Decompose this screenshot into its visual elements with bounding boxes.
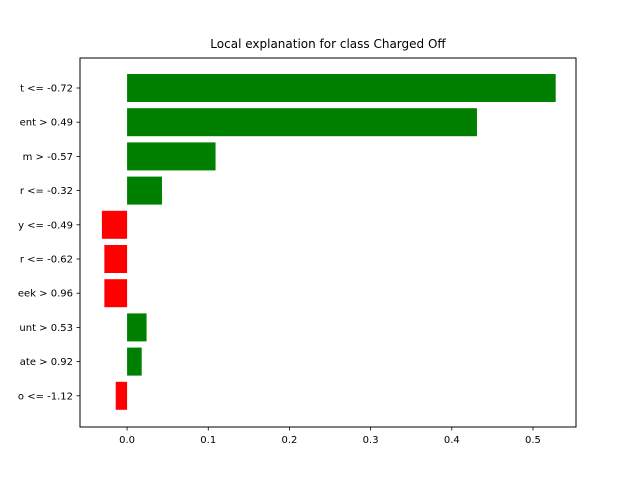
x-axis: 0.0 0.1 0.2 0.3 0.4 0.5 — [119, 427, 541, 446]
bar — [127, 176, 162, 205]
bar — [127, 347, 142, 376]
y-tick-label: ent > 0.49 — [20, 118, 73, 129]
bar — [127, 108, 477, 137]
y-tick-label: ate > 0.92 — [20, 357, 73, 368]
x-tick-label: 0.5 — [525, 435, 541, 446]
y-tick-label: unt > 0.53 — [19, 323, 73, 334]
bar — [101, 210, 128, 239]
y-tick-label: eek > 0.96 — [18, 289, 73, 300]
chart-title: Local explanation for class Charged Off — [210, 37, 446, 51]
x-tick-label: 0.1 — [200, 435, 216, 446]
bar — [104, 245, 128, 273]
y-tick-label: r <= -0.62 — [20, 255, 73, 266]
x-tick-label: 0.4 — [444, 435, 460, 446]
y-tick-label: m > -0.57 — [23, 152, 73, 163]
y-tick-label: r <= -0.32 — [20, 186, 73, 197]
x-tick-label: 0.0 — [119, 435, 135, 446]
bar — [127, 313, 147, 342]
plot-frame — [79, 57, 577, 428]
bar — [104, 279, 128, 308]
bar — [127, 142, 216, 171]
y-tick-label: t <= -0.72 — [20, 84, 73, 95]
y-tick-label: y <= -0.49 — [18, 220, 73, 231]
x-tick-label: 0.2 — [281, 435, 297, 446]
bar — [115, 381, 128, 410]
bars-layer — [101, 74, 556, 410]
y-tick-label: o <= -1.12 — [18, 391, 73, 402]
x-tick-label: 0.3 — [363, 435, 379, 446]
bar — [127, 74, 556, 102]
y-axis: t <= -0.72 ent > 0.49 m > -0.57 r <= -0.32 y… — [18, 84, 80, 402]
